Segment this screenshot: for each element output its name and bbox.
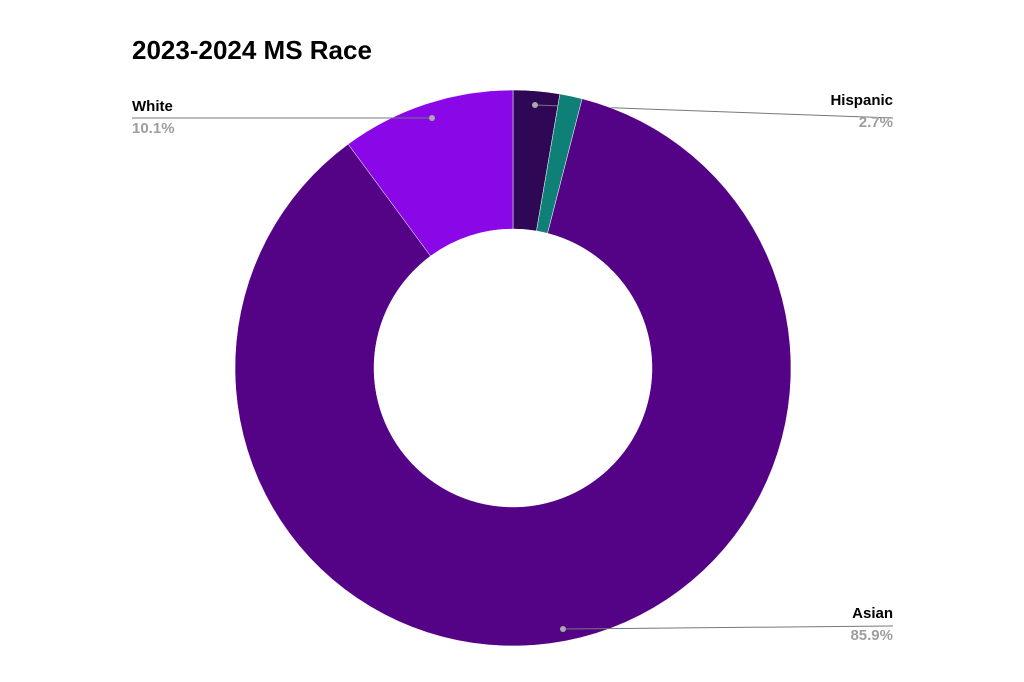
leader-dot: [560, 626, 566, 632]
chart-title: 2023-2024 MS Race: [132, 35, 372, 65]
slice-label: Asian: [852, 605, 893, 622]
leader-line: [562, 625, 894, 630]
slice-label: Hispanic: [830, 92, 893, 109]
leader-dot: [429, 115, 435, 121]
slice-value: 85.9%: [850, 627, 893, 644]
donut-slice: [234, 98, 792, 647]
slice-value: 10.1%: [132, 120, 175, 137]
slice-label: White: [132, 98, 173, 115]
slice-value: 2.7%: [859, 114, 893, 131]
leader-dot: [532, 102, 538, 108]
